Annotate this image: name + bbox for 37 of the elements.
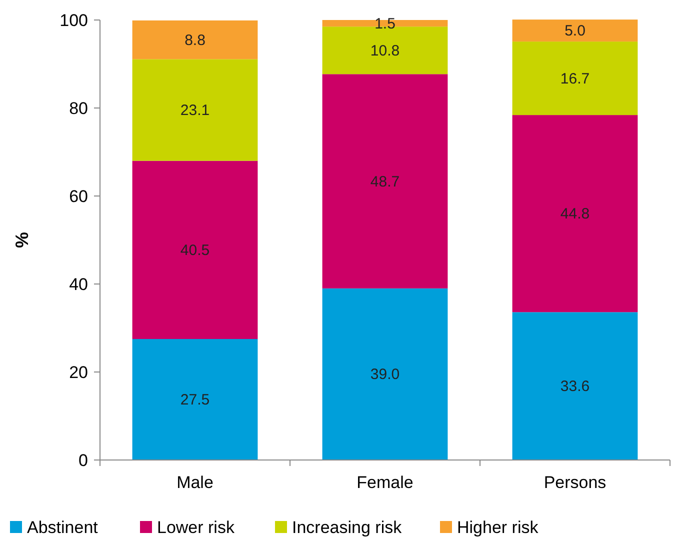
- bar: [322, 20, 448, 27]
- data-label: 48.7: [370, 173, 400, 190]
- bar: [322, 74, 448, 288]
- y-tick-label: 80: [69, 99, 88, 118]
- bar: [322, 288, 448, 460]
- bar: [132, 59, 258, 161]
- data-label: 10.8: [370, 42, 400, 60]
- data-label: 5.0: [564, 22, 586, 40]
- legend-label: Increasing risk: [292, 518, 402, 537]
- data-label: 23.1: [180, 102, 210, 119]
- y-tick-label: 20: [69, 363, 88, 382]
- data-label: 33.6: [560, 378, 590, 396]
- data-label: 27.5: [180, 392, 210, 408]
- data-label: 39.0: [370, 366, 400, 384]
- data-label: 44.8: [560, 206, 590, 223]
- data-label: 8.8: [184, 32, 206, 49]
- data-label: 16.7: [560, 70, 590, 88]
- bar: [132, 20, 258, 60]
- y-tick-label: 60: [69, 187, 88, 206]
- y-axis-title: %: [12, 232, 32, 248]
- bar: [132, 339, 258, 460]
- x-tick-label: Persons: [544, 473, 606, 492]
- legend-label: Abstinent: [27, 518, 98, 537]
- bar: [512, 42, 638, 116]
- y-tick-label: 40: [69, 275, 88, 294]
- bar: [512, 20, 638, 42]
- x-tick-label: Male: [176, 473, 214, 492]
- data-label: 40.5: [180, 242, 210, 259]
- bar: [512, 115, 638, 312]
- bar: [132, 160, 258, 339]
- y-tick-label: 100: [60, 11, 88, 30]
- legend-label: Higher risk: [457, 518, 539, 537]
- data-label: 1.5: [374, 15, 396, 32]
- legend-label: Lower risk: [157, 518, 235, 537]
- y-tick-label: 0: [78, 451, 88, 470]
- x-tick-label: Female: [356, 473, 414, 492]
- bar: [512, 312, 638, 460]
